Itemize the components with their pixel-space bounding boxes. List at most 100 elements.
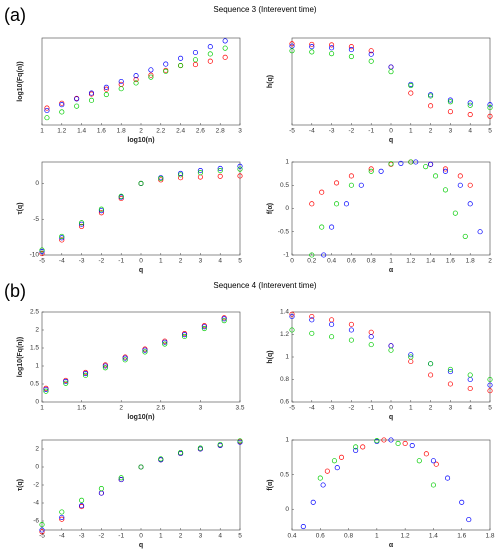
point [237,173,243,179]
x-tick-label: 1 [389,258,393,265]
x-tick-label: 1.5 [77,405,86,412]
y-tick-label: 0.5 [280,182,289,189]
point [88,97,95,103]
y-axis-label: h(q) [267,75,274,88]
x-axis-label: α [389,267,394,274]
point [217,165,223,171]
point [178,170,184,176]
point [368,342,374,348]
point [388,347,394,353]
point [44,107,50,114]
x-axis-label: q [389,137,393,144]
point [348,47,354,53]
point [158,177,164,183]
point [334,465,340,471]
y-tick-label: 1.2 [280,331,289,338]
point [329,321,335,327]
x-axis-label: log10(n) [127,414,154,421]
point [138,180,144,187]
x-tick-label: -4 [309,405,315,412]
point [467,372,473,378]
x-tick-label: 1.8 [117,128,126,135]
x-tick-label: 0 [139,533,143,540]
point [447,99,453,105]
point [430,458,436,464]
x-tick-label: 1.8 [485,533,494,540]
point [447,369,453,375]
x-tick-label: 2 [119,405,123,412]
x-tick-label: 0.8 [367,258,376,265]
point [333,201,340,207]
plot-area [291,37,491,126]
x-tick-label: 1.2 [401,533,410,540]
x-tick-label: 3 [449,405,453,412]
point [428,93,434,99]
point [178,172,184,178]
x-tick-label: 1 [409,128,413,135]
y-tick-label: -1 [283,252,289,259]
x-tick-label: 3 [238,128,242,135]
point [192,57,199,63]
y-tick-label: -5 [33,216,39,223]
point [353,444,359,450]
point [442,187,449,193]
point [409,442,415,449]
point [142,349,148,355]
y-tick-label: 1.4 [280,309,289,316]
x-tick-label: -2 [349,405,355,412]
point [457,173,463,179]
point [289,313,295,320]
point [59,509,65,515]
x-tick-label: 2 [139,128,143,135]
y-axis-label: f(α) [267,203,274,214]
point [368,51,374,57]
point [207,44,213,50]
y-tick-label: -10 [30,252,40,259]
x-tick-label: 1.8 [466,258,475,265]
point [178,55,184,61]
point [309,317,315,323]
point [197,168,203,174]
point [79,220,85,226]
point [118,193,124,199]
point [360,444,366,450]
point [309,252,315,258]
point [309,313,315,320]
point [39,251,45,257]
x-tick-label: 4 [468,128,472,135]
point [408,352,414,358]
point [447,366,453,372]
point [353,447,359,453]
point [348,337,354,343]
x-tick-label: -5 [39,533,45,540]
x-tick-label: 0.6 [347,258,356,265]
point [395,440,401,447]
point [44,115,50,121]
x-tick-label: 0.2 [307,258,316,265]
x-tick-label: 2.8 [216,128,225,135]
point [289,48,295,54]
y-tick-label: -2 [33,482,39,489]
y-tick-label: 0 [35,464,39,471]
x-tick-label: 0 [389,128,393,135]
point [133,80,139,86]
point [79,497,85,503]
point [79,223,85,229]
point [163,61,169,67]
point [118,195,124,202]
plot-area [41,37,241,126]
point [388,437,394,443]
x-tick-label: 2 [488,258,492,265]
point [44,105,50,111]
point [388,69,394,75]
point [192,49,199,56]
point [59,514,65,520]
point [103,92,109,98]
x-tick-label: 1.6 [446,258,455,265]
point [118,477,124,483]
x-tick-label: 0.6 [316,533,325,540]
point [423,164,429,170]
point [487,376,493,383]
plot-area [291,161,491,256]
